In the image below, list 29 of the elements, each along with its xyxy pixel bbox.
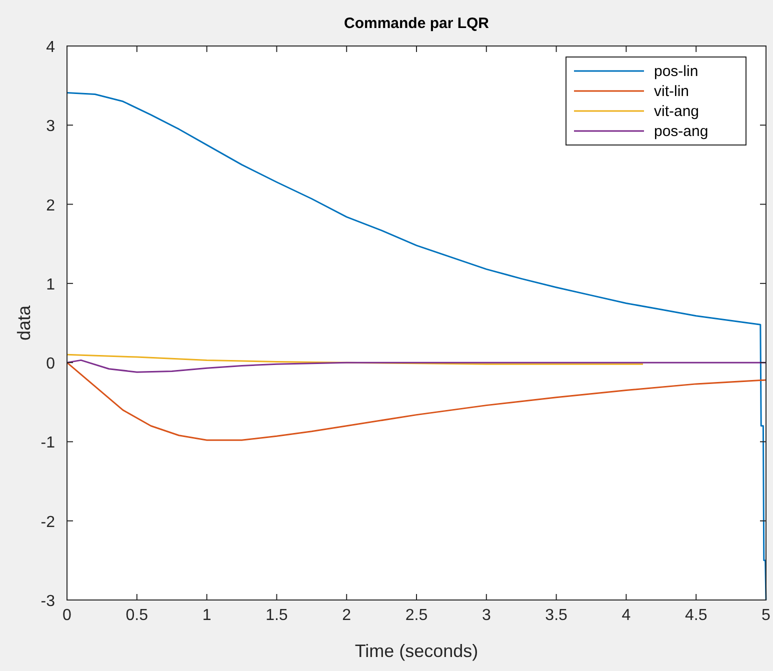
y-tick-label: -1 xyxy=(40,434,56,452)
x-tick-label: 2 xyxy=(342,607,352,624)
y-tick-label: -2 xyxy=(40,514,56,531)
line-series xyxy=(66,359,767,373)
y-axis-title: data xyxy=(14,304,34,341)
y-tick-label: -3 xyxy=(40,593,56,610)
x-tick-label: 1 xyxy=(202,607,212,624)
x-tick-label: 3.5 xyxy=(545,607,568,624)
legend-label: pos-lin xyxy=(654,63,698,80)
x-axis-title: Time (seconds) xyxy=(354,641,478,661)
legend-label: vit-lin xyxy=(654,83,690,100)
chart-title: Commande par LQR xyxy=(344,15,490,32)
legend-label: vit-ang xyxy=(654,103,700,120)
line-series xyxy=(66,354,644,365)
x-tick-label: 0.5 xyxy=(126,607,148,624)
x-tick-label: 4.5 xyxy=(684,607,708,624)
x-tick-label: 2.5 xyxy=(405,607,428,624)
y-tick-label: 4 xyxy=(46,39,56,56)
x-tick-label: 0 xyxy=(62,607,72,624)
y-tick-label: 3 xyxy=(46,118,56,136)
y-tick-label: 2 xyxy=(46,197,56,214)
x-tick-label: 1.5 xyxy=(266,607,288,624)
x-tick-label: 3 xyxy=(482,607,491,624)
x-tick-label: 4 xyxy=(622,607,631,624)
line-series xyxy=(66,362,767,441)
y-tick-label: 0 xyxy=(46,356,56,373)
y-tick-label: 1 xyxy=(46,276,56,294)
x-tick-label: 5 xyxy=(762,607,771,624)
legend-label: pos-ang xyxy=(654,123,708,140)
